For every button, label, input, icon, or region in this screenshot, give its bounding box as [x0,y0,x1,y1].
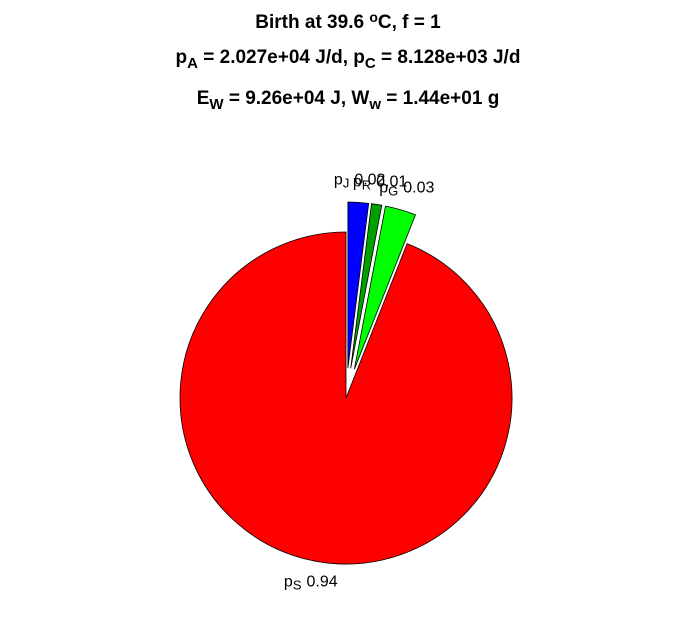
slice-value: 0.02 [354,172,385,189]
pie-slice [350,203,383,369]
title-text: Birth at 39.6 [255,12,369,33]
slice-value: 0.01 [376,174,407,191]
slice-label: pR 0.01 [353,174,408,193]
slice-sub: S [293,578,302,593]
slice-value: 0.03 [403,180,434,197]
chart-title: pA = 2.027e+04 J/d, pC = 8.128e+03 J/d [176,47,521,72]
title-text: = 1.44e+01 g [381,88,499,109]
slice-name: p [284,574,293,591]
pie-slice [179,231,513,565]
chart-title: Birth at 39.6 oC, f = 1 [255,9,441,33]
slice-label: pS 0.94 [284,574,338,593]
title-sub: C [365,55,376,72]
slice-label: pG 0.03 [379,180,434,199]
title-sub: A [187,55,198,72]
title-text: C, f = 1 [378,12,441,33]
title-text: E [197,88,210,109]
slice-value: 0.94 [306,574,337,591]
slice-sub: R [362,178,371,193]
slice-sub: J [343,176,350,191]
title-sub: w [368,96,381,113]
pie-slice [353,205,416,370]
title-text: = 2.027e+04 J/d, p [198,47,365,68]
title-text: = 8.128e+03 J/d [376,47,521,68]
chart-title: EW = 9.26e+04 J, Ww = 1.44e+01 g [197,88,500,113]
slice-label: pJ 0.02 [334,172,386,191]
title-text: = 9.26e+04 J, W [224,88,370,109]
title-text: p [176,47,188,68]
slice-name: p [379,180,388,197]
slice-sub: G [388,184,398,199]
title-sub: W [209,96,224,113]
title-sup: o [369,9,378,25]
pie-slice [347,201,370,369]
slice-name: p [334,172,343,189]
slice-name: p [353,174,362,191]
